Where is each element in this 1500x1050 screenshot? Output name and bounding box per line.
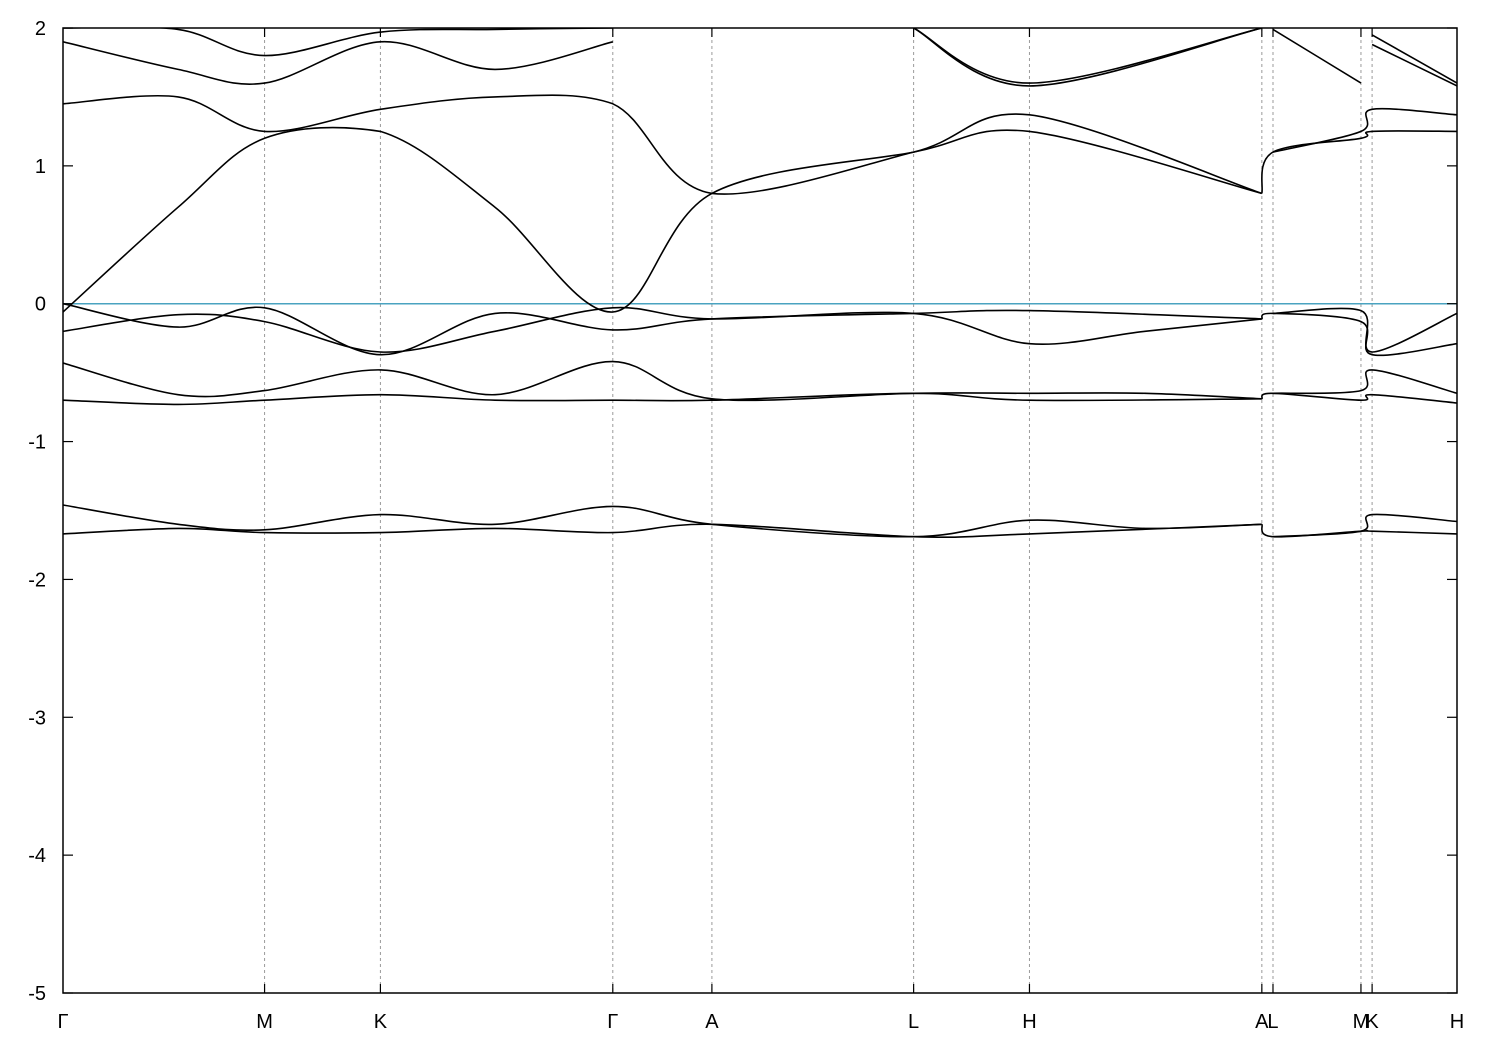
band-line: [913, 28, 1262, 84]
band-line: [1272, 307, 1457, 353]
band-line: [1261, 130, 1457, 194]
y-tick-label: 2: [35, 18, 46, 40]
band-line: [1272, 107, 1457, 153]
x-tick-labels: Γ M K Γ A L H AL MK H: [57, 1011, 1464, 1033]
band-line: [1371, 43, 1457, 87]
x-tick-label: L: [1267, 1011, 1278, 1033]
y-tick-label: -5: [28, 983, 46, 1005]
y-tick-labels: 2 1 0 -1 -2 -3 -4 -5: [28, 18, 46, 1005]
kpoint-gridlines: [264, 28, 1373, 993]
x-tick-label: L: [908, 1011, 919, 1033]
band-line: [63, 523, 1262, 539]
y-tick-label: -1: [28, 432, 46, 454]
band-line: [1272, 369, 1457, 395]
band-line: [1261, 523, 1457, 538]
band-line: [63, 94, 1263, 195]
band-lines: [63, 28, 1457, 539]
x-tick-label: M: [256, 1011, 273, 1033]
band-line: [63, 40, 613, 85]
band-line: [1272, 28, 1362, 84]
x-tick-label: Γ: [607, 1011, 618, 1033]
x-tick-label: M: [1353, 1011, 1370, 1033]
band-line: [1371, 34, 1457, 84]
band-line: [63, 28, 613, 57]
plot-frame: [62, 27, 1458, 994]
y-tick-label: 1: [35, 156, 46, 178]
x-tick-label: A: [1255, 1011, 1269, 1033]
x-tick-label: Γ: [57, 1011, 68, 1033]
y-tick-label: 0: [35, 294, 46, 316]
x-tick-label: H: [1450, 1011, 1464, 1033]
band-line: [63, 392, 1262, 406]
x-tick-label: H: [1022, 1011, 1036, 1033]
y-tick-label: -2: [28, 569, 46, 591]
band-line: [1261, 312, 1457, 357]
band-line: [1261, 392, 1457, 404]
y-tick-label: -4: [28, 845, 46, 867]
band-line: [63, 306, 1262, 353]
x-tick-label: A: [705, 1011, 719, 1033]
band-line: [63, 504, 1262, 538]
band-line: [913, 28, 1262, 87]
x-tick-label: K: [374, 1011, 388, 1033]
band-line: [1272, 513, 1457, 538]
band-line: [63, 126, 1263, 313]
band-line: [63, 360, 1262, 402]
axis-ticks: [63, 27, 1457, 994]
x-tick-label: K: [1365, 1011, 1379, 1033]
y-tick-label: -3: [28, 707, 46, 729]
band-line: [63, 302, 1262, 356]
